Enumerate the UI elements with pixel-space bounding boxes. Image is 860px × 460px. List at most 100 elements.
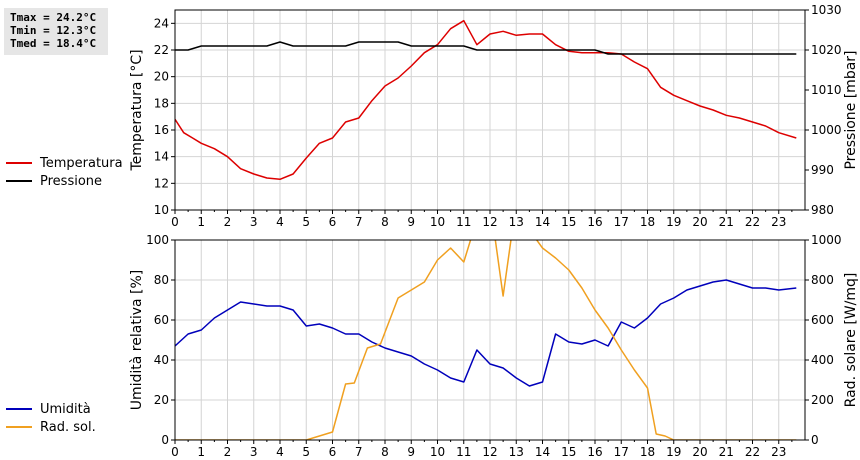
chart2-y2tick-label: 0 bbox=[811, 433, 819, 447]
chart1-y2tick-label: 1000 bbox=[811, 123, 842, 137]
chart2-xtick-label: 18 bbox=[640, 445, 655, 459]
stat-tmed: Tmed = 18.4°C bbox=[10, 37, 97, 50]
chart2-xtick-label: 1 bbox=[197, 445, 205, 459]
chart1-ytick-label: 24 bbox=[154, 16, 169, 30]
chart1-ytick-label: 18 bbox=[154, 96, 169, 110]
chart1-y2tick-label: 990 bbox=[811, 163, 834, 177]
chart1-xtick-label: 2 bbox=[224, 215, 232, 229]
chart2-xtick-label: 17 bbox=[614, 445, 629, 459]
chart1-y2tick-label: 1010 bbox=[811, 83, 842, 97]
chart1-xtick-label: 0 bbox=[171, 215, 179, 229]
chart1-xtick-label: 11 bbox=[456, 215, 471, 229]
chart1-y2tick-label: 1020 bbox=[811, 43, 842, 57]
stats-box: Tmax = 24.2°C Tmin = 12.3°C Tmed = 18.4°… bbox=[4, 8, 108, 55]
legend-label-temperatura: Temperatura bbox=[40, 155, 123, 171]
chart1-y2tick-label: 1030 bbox=[811, 3, 842, 17]
legend-item-temperatura: Temperatura bbox=[6, 154, 123, 172]
chart2-xtick-label: 19 bbox=[666, 445, 681, 459]
chart2-xtick-label: 4 bbox=[276, 445, 284, 459]
chart1-xtick-label: 10 bbox=[430, 215, 445, 229]
legend-item-umidita: Umidità bbox=[6, 400, 146, 418]
chart1-xtick-label: 15 bbox=[561, 215, 576, 229]
chart2-xtick-label: 21 bbox=[719, 445, 734, 459]
legend-top: Temperatura Pressione bbox=[6, 154, 123, 190]
chart2-xtick-label: 15 bbox=[561, 445, 576, 459]
chart1-xtick-label: 4 bbox=[276, 215, 284, 229]
chart1-xtick-label: 1 bbox=[197, 215, 205, 229]
chart1-series-temperatura-line bbox=[175, 19, 797, 181]
chart2-xtick-label: 16 bbox=[587, 445, 602, 459]
chart1-xtick-label: 9 bbox=[407, 215, 415, 229]
chart2-ytick-label: 80 bbox=[154, 273, 169, 287]
chart2-series-rad-sol-line bbox=[175, 240, 797, 440]
chart2-y2tick-label: 1000 bbox=[811, 233, 842, 247]
chart1-xtick-label: 7 bbox=[355, 215, 363, 229]
stat-tmin: Tmin = 12.3°C bbox=[10, 24, 97, 37]
chart2-xtick-label: 23 bbox=[771, 445, 786, 459]
chart2-ytick-label: 100 bbox=[146, 233, 169, 247]
chart2-y2tick-label: 600 bbox=[811, 313, 834, 327]
chart2-series-umidita-line bbox=[175, 279, 797, 387]
chart2-xtick-label: 2 bbox=[224, 445, 232, 459]
chart2-xtick-label: 22 bbox=[745, 445, 760, 459]
chart2-xtick-label: 10 bbox=[430, 445, 445, 459]
chart1-frame bbox=[174, 9, 806, 211]
chart2-ytick-label: 20 bbox=[154, 393, 169, 407]
chart1-xtick-label: 19 bbox=[666, 215, 681, 229]
chart1-xtick-label: 18 bbox=[640, 215, 655, 229]
chart2-y2label: Rad. solare [W/mq] bbox=[843, 273, 859, 408]
chart2-xtick-label: 9 bbox=[407, 445, 415, 459]
chart2-y2tick-label: 400 bbox=[811, 353, 834, 367]
chart1-xtick-label: 20 bbox=[692, 215, 707, 229]
chart2-xtick-label: 11 bbox=[456, 445, 471, 459]
chart1-xtick-label: 23 bbox=[771, 215, 786, 229]
chart1-xtick-label: 12 bbox=[482, 215, 497, 229]
chart1-xtick-label: 13 bbox=[509, 215, 524, 229]
chart1-xtick-label: 14 bbox=[535, 215, 550, 229]
chart1-ytick-label: 20 bbox=[154, 70, 169, 84]
chart1-ytick-label: 16 bbox=[154, 123, 169, 137]
chart2-frame bbox=[174, 239, 806, 441]
chart1-ytick-label: 10 bbox=[154, 203, 169, 217]
chart1-ylabel: Temperatura [°C] bbox=[129, 49, 145, 171]
legend-swatch-pressione bbox=[6, 180, 32, 182]
chart2-xtick-label: 20 bbox=[692, 445, 707, 459]
legend-item-rad-sol: Rad. sol. bbox=[6, 418, 146, 436]
chart1-y2tick-label: 980 bbox=[811, 203, 834, 217]
legend-label-umidita: Umidità bbox=[40, 401, 91, 417]
chart2-ylabel: Umidità relativa [%] bbox=[129, 270, 145, 411]
chart1-ytick-label: 22 bbox=[154, 43, 169, 57]
chart2-xtick-label: 8 bbox=[381, 445, 389, 459]
chart2-xtick-label: 3 bbox=[250, 445, 258, 459]
chart2-ytick-label: 60 bbox=[154, 313, 169, 327]
chart2-xtick-label: 14 bbox=[535, 445, 550, 459]
chart2-xtick-label: 12 bbox=[482, 445, 497, 459]
chart1-xtick-label: 3 bbox=[250, 215, 258, 229]
legend-label-pressione: Pressione bbox=[40, 173, 103, 189]
legend-swatch-umidita bbox=[6, 408, 32, 410]
chart1-xtick-label: 8 bbox=[381, 215, 389, 229]
stat-tmax: Tmax = 24.2°C bbox=[10, 11, 97, 24]
chart2-y2tick-label: 800 bbox=[811, 273, 834, 287]
legend-swatch-temperatura bbox=[6, 162, 32, 164]
chart1-xtick-label: 21 bbox=[719, 215, 734, 229]
chart1-xtick-label: 17 bbox=[614, 215, 629, 229]
chart1-ytick-label: 14 bbox=[154, 150, 169, 164]
chart2-xtick-label: 5 bbox=[302, 445, 310, 459]
legend-item-pressione: Pressione bbox=[6, 172, 123, 190]
chart2-ytick-label: 40 bbox=[154, 353, 169, 367]
chart2-xtick-label: 13 bbox=[509, 445, 524, 459]
legend-label-rad-sol: Rad. sol. bbox=[40, 419, 96, 435]
chart2-ytick-label: 0 bbox=[161, 433, 169, 447]
chart1-xtick-label: 5 bbox=[302, 215, 310, 229]
chart2-xtick-label: 0 bbox=[171, 445, 179, 459]
legend-swatch-rad-sol bbox=[6, 426, 32, 428]
chart2-y2tick-label: 200 bbox=[811, 393, 834, 407]
chart1-xtick-label: 6 bbox=[329, 215, 337, 229]
chart1-xtick-label: 22 bbox=[745, 215, 760, 229]
chart1-ytick-label: 12 bbox=[154, 176, 169, 190]
chart2-xtick-label: 6 bbox=[329, 445, 337, 459]
chart2-xtick-label: 7 bbox=[355, 445, 363, 459]
chart1-y2label: Pressione [mbar] bbox=[843, 50, 859, 169]
